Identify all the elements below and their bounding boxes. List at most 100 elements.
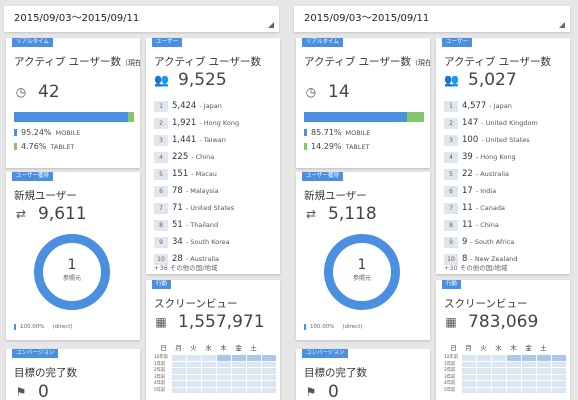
heatmap-cell[interactable] bbox=[172, 355, 186, 361]
date-range-selector[interactable]: 2015/09/03〜2015/09/11 bbox=[4, 6, 279, 32]
heatmap-cell[interactable] bbox=[522, 368, 536, 374]
heatmap-cell[interactable] bbox=[247, 361, 261, 367]
heatmap-cell[interactable] bbox=[492, 374, 506, 380]
heatmap-cell[interactable] bbox=[522, 361, 536, 367]
heatmap-cell[interactable] bbox=[232, 387, 246, 393]
heatmap-cell[interactable] bbox=[217, 361, 231, 367]
heatmap-cell[interactable] bbox=[217, 387, 231, 393]
heatmap-cell[interactable] bbox=[507, 368, 521, 374]
heatmap-cell[interactable] bbox=[537, 374, 551, 380]
heatmap-cell[interactable] bbox=[172, 387, 186, 393]
heatmap-cell[interactable] bbox=[462, 368, 476, 374]
users-card[interactable]: ユーザー アクティブ ユーザー数 👥 5,027 1 4,577- Japan 2… bbox=[436, 38, 570, 274]
heatmap-cell[interactable] bbox=[202, 381, 216, 387]
heatmap-cell[interactable] bbox=[187, 368, 201, 374]
heatmap-cell[interactable] bbox=[477, 361, 491, 367]
heatmap-cell[interactable] bbox=[477, 374, 491, 380]
heatmap-cell[interactable] bbox=[232, 381, 246, 387]
heatmap-cell[interactable] bbox=[187, 361, 201, 367]
more-countries-link[interactable]: +30 その他の国/地域 bbox=[444, 264, 508, 272]
heatmap-cell[interactable] bbox=[477, 368, 491, 374]
country-row[interactable]: 1 4,577- Japan bbox=[444, 100, 566, 112]
country-row[interactable]: 10 28- Australia bbox=[154, 253, 276, 265]
heatmap-cell[interactable] bbox=[552, 374, 566, 380]
heatmap-cell[interactable] bbox=[202, 387, 216, 393]
heatmap-cell[interactable] bbox=[262, 368, 276, 374]
heatmap-cell[interactable] bbox=[217, 381, 231, 387]
heatmap-cell[interactable] bbox=[247, 387, 261, 393]
heatmap-cell[interactable] bbox=[262, 381, 276, 387]
heatmap-cell[interactable] bbox=[492, 387, 506, 393]
heatmap-cell[interactable] bbox=[232, 374, 246, 380]
heatmap-cell[interactable] bbox=[217, 374, 231, 380]
heatmap-cell[interactable] bbox=[537, 361, 551, 367]
behavior-card[interactable]: 行動 スクリーンビュー ▦ 783,069 日 月 火 水 木 金 土 12年前… bbox=[436, 280, 570, 400]
dropdown-arrow-icon[interactable] bbox=[268, 22, 274, 28]
country-row[interactable]: 5 151- Macau bbox=[154, 168, 276, 180]
heatmap-cell[interactable] bbox=[477, 381, 491, 387]
heatmap-cell[interactable] bbox=[492, 381, 506, 387]
heatmap-cell[interactable] bbox=[537, 368, 551, 374]
realtime-card[interactable]: リアルタイム アクティブ ユーザー数（現在） ◷ 14 85.71% MOBIL… bbox=[296, 38, 430, 168]
heatmap-cell[interactable] bbox=[552, 368, 566, 374]
heatmap-grid[interactable]: 12年前 1年前 2年前 3年前 4年前 5年前 bbox=[154, 355, 277, 394]
country-row[interactable]: 7 71- United States bbox=[154, 202, 276, 214]
heatmap-cell[interactable] bbox=[522, 387, 536, 393]
heatmap-cell[interactable] bbox=[262, 361, 276, 367]
heatmap-cell[interactable] bbox=[217, 368, 231, 374]
heatmap-cell[interactable] bbox=[172, 361, 186, 367]
heatmap-cell[interactable] bbox=[492, 368, 506, 374]
heatmap-cell[interactable] bbox=[507, 374, 521, 380]
heatmap-cell[interactable] bbox=[232, 355, 246, 361]
heatmap-cell[interactable] bbox=[247, 368, 261, 374]
heatmap-cell[interactable] bbox=[172, 374, 186, 380]
heatmap-cell[interactable] bbox=[462, 374, 476, 380]
heatmap-cell[interactable] bbox=[552, 387, 566, 393]
behavior-card[interactable]: 行動 スクリーンビュー ▦ 1,557,971 日 月 火 水 木 金 土 12… bbox=[146, 280, 280, 400]
heatmap-cell[interactable] bbox=[462, 387, 476, 393]
country-row[interactable]: 6 78- Malaysia bbox=[154, 185, 276, 197]
heatmap-cell[interactable] bbox=[537, 387, 551, 393]
heatmap-cell[interactable] bbox=[552, 361, 566, 367]
country-row[interactable]: 3 1,441- Taiwan bbox=[154, 134, 276, 146]
heatmap-cell[interactable] bbox=[217, 355, 231, 361]
heatmap-cell[interactable] bbox=[262, 387, 276, 393]
country-row[interactable]: 1 5,424- Japan bbox=[154, 100, 276, 112]
heatmap-cell[interactable] bbox=[492, 355, 506, 361]
heatmap-cell[interactable] bbox=[247, 355, 261, 361]
conversion-card[interactable]: コンバージョン 目標の完了数 ⚑ 0 bbox=[296, 349, 430, 400]
heatmap-cell[interactable] bbox=[247, 381, 261, 387]
realtime-card[interactable]: リアルタイム アクティブ ユーザー数（現在） ◷ 42 95.24% MOBIL… bbox=[6, 38, 140, 168]
heatmap-cell[interactable] bbox=[552, 355, 566, 361]
country-row[interactable]: 10 8- New Zealand bbox=[444, 253, 566, 265]
acquisition-card[interactable]: ユーザー獲得 新規ユーザー ⇄ 5,118 1 参照元 100.00% (dir… bbox=[296, 172, 430, 340]
heatmap-cell[interactable] bbox=[202, 355, 216, 361]
heatmap-cell[interactable] bbox=[187, 355, 201, 361]
country-row[interactable]: 2 1,921- Hong Kong bbox=[154, 117, 276, 129]
heatmap-cell[interactable] bbox=[187, 381, 201, 387]
heatmap-cell[interactable] bbox=[462, 355, 476, 361]
heatmap-cell[interactable] bbox=[172, 381, 186, 387]
heatmap-cell[interactable] bbox=[172, 368, 186, 374]
country-row[interactable]: 6 17- India bbox=[444, 185, 566, 197]
heatmap-cell[interactable] bbox=[522, 381, 536, 387]
heatmap-cell[interactable] bbox=[232, 368, 246, 374]
country-row[interactable]: 8 51- Thailand bbox=[154, 219, 276, 231]
country-row[interactable]: 9 34- South Korea bbox=[154, 236, 276, 248]
heatmap-cell[interactable] bbox=[522, 355, 536, 361]
heatmap-cell[interactable] bbox=[507, 387, 521, 393]
country-row[interactable]: 3 100- United States bbox=[444, 134, 566, 146]
heatmap-cell[interactable] bbox=[507, 355, 521, 361]
heatmap-cell[interactable] bbox=[202, 374, 216, 380]
heatmap-cell[interactable] bbox=[522, 374, 536, 380]
heatmap-cell[interactable] bbox=[247, 374, 261, 380]
source-donut[interactable] bbox=[34, 234, 110, 310]
heatmap-grid[interactable]: 12年前 1年前 2年前 3年前 4年前 5年前 bbox=[444, 355, 567, 394]
heatmap-cell[interactable] bbox=[552, 381, 566, 387]
acquisition-card[interactable]: ユーザー獲得 新規ユーザー ⇄ 9,611 1 参照元 100.00% (dir… bbox=[6, 172, 140, 340]
heatmap-cell[interactable] bbox=[477, 355, 491, 361]
heatmap-cell[interactable] bbox=[187, 387, 201, 393]
conversion-card[interactable]: コンバージョン 目標の完了数 ⚑ 0 bbox=[6, 349, 140, 400]
heatmap-cell[interactable] bbox=[232, 361, 246, 367]
country-row[interactable]: 5 22- Australia bbox=[444, 168, 566, 180]
